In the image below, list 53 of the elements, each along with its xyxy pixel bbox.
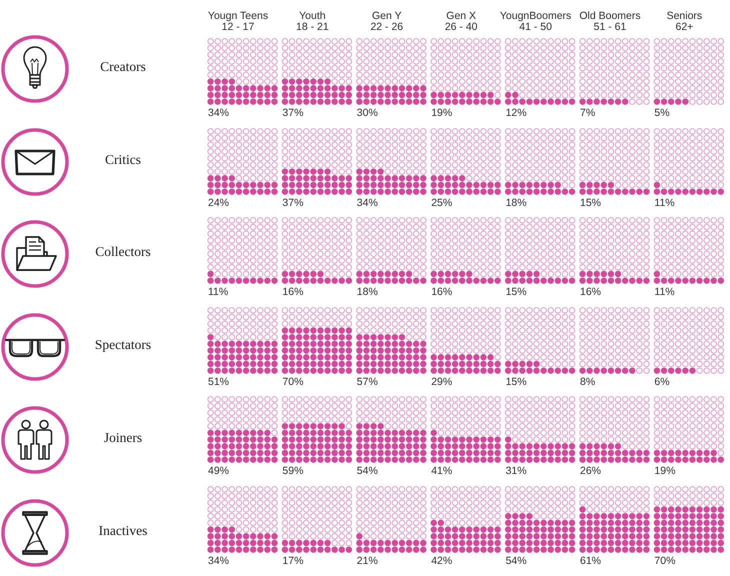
data-label: 11% [654,286,675,300]
text: Inactives [98,522,148,540]
data-label: 49% [208,465,230,478]
data-label: 31% [506,465,527,478]
data-label: 18% [356,286,378,300]
data-label: 6% [654,376,670,389]
data-label: 16% [431,286,452,300]
data-label: 26% [580,465,602,478]
category-label: Gen Y 22 - 26 [369,10,404,32]
data-label: 34% [208,555,230,568]
data-label: 21% [356,555,378,568]
data-label: 5% [654,107,670,120]
data-label: 30% [356,107,378,120]
data-label: 11% [208,286,228,300]
data-label: 16% [282,286,304,300]
data-label: 15% [506,376,527,389]
data-label: 8% [580,376,596,389]
text: Critics [104,150,142,169]
data-label: 7% [580,107,596,120]
data-label: 70% [654,555,676,568]
data-label: 54% [356,465,378,478]
data-label: 37% [282,107,304,120]
data-label: 17% [282,555,304,568]
text: Joiners [102,428,144,447]
text: Creators [99,58,147,76]
data-label: 18% [506,196,527,210]
data-label: 29% [431,376,452,389]
data-label: 19% [431,107,452,120]
data-label: 34% [356,196,378,210]
data-label: 15% [506,286,527,300]
data-label: 61% [580,555,602,568]
data-label: 70% [282,376,304,389]
text: Spectators [94,336,152,354]
data-label: 42% [431,555,452,568]
data-label: 59% [282,465,304,478]
category-label: Youth 18 - 21 [295,10,330,32]
data-label: 12% [506,107,527,120]
data-label: 41% [431,465,452,478]
category-label: Yougn Teens 12 - 17 [206,10,270,32]
data-label: 57% [356,376,378,389]
data-label: 34% [208,107,230,120]
category-label: Seniors 62+ [666,10,704,32]
data-label: 25% [431,196,452,210]
data-label: 37% [282,196,304,210]
data-label: 54% [506,555,527,568]
data-label: 19% [654,465,676,478]
data-label: 24% [208,196,230,210]
category-label: YougnBoomers 41 - 50 [498,10,572,32]
text: Collectors [94,243,152,262]
data-label: 16% [580,286,602,300]
data-label: 51% [208,376,230,389]
data-label: 15% [580,196,602,210]
data-label: 11% [654,196,675,210]
